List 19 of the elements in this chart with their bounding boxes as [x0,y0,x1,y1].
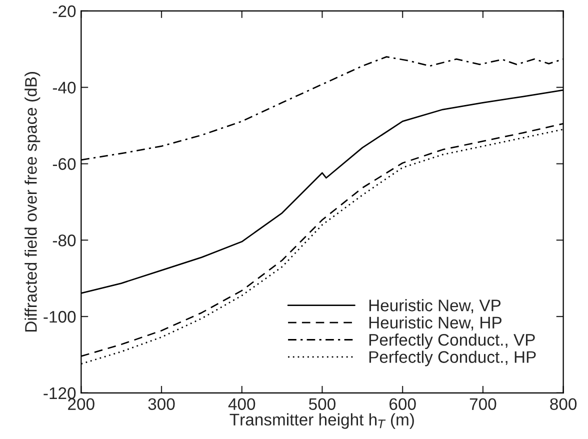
y-tick-label: -100 [44,310,76,323]
y-tick-label: -120 [44,387,76,400]
x-tick-label: 300 [148,398,175,410]
x-tick-label: 600 [390,398,416,410]
legend-label: Heuristic New, VP [369,299,501,314]
y-tick-label: -40 [52,82,76,94]
x-tick-label: 800 [550,398,577,410]
y-tick-label: -20 [52,5,76,18]
x-axis-title: Transmitter height h$_{T}$ (m) [230,413,414,429]
y-tick-label: -80 [52,234,76,246]
legend-label: Perfectly Conduct., VP [369,334,535,350]
x-tick-label: 400 [228,398,256,410]
legend-label: Perfectly Conduct., HP [369,350,536,366]
x-tick-label: 200 [68,398,94,410]
y-tick-label: -60 [52,158,76,170]
legend-label: Heuristic New, HP [369,316,502,331]
y-axis-title: Diffracted field over free space (dB) [24,72,40,332]
x-tick-label: 500 [308,398,336,410]
x-tick-label: 700 [470,398,496,410]
